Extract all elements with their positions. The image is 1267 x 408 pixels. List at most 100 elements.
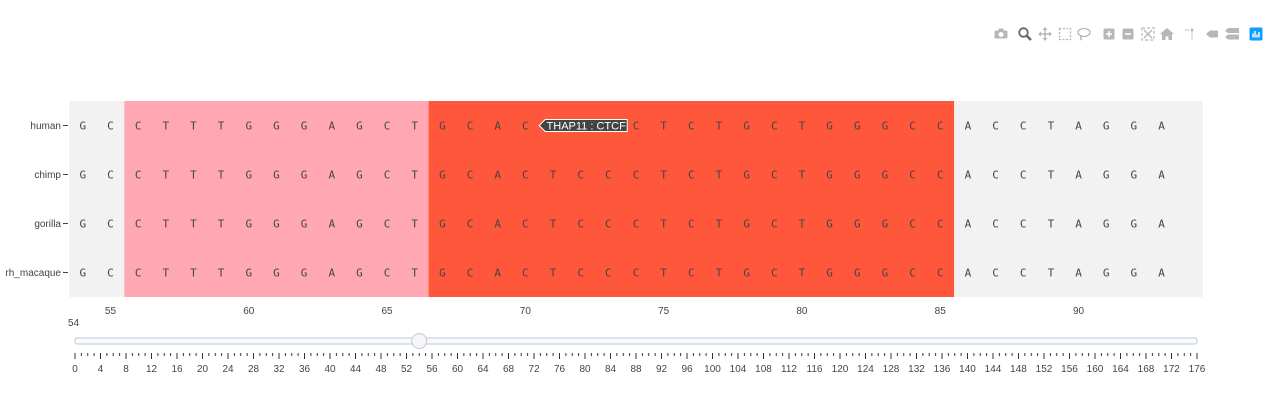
nucleotide-rh_macaque-76: C [688, 267, 695, 280]
nucleotide-human-85: C [937, 120, 944, 133]
nucleotide-human-54: G [80, 120, 87, 133]
nucleotide-chimp-56: C [135, 169, 142, 182]
nucleotide-human-82: G [854, 120, 861, 133]
x-tick-label-70: 70 [520, 306, 532, 317]
nucleotide-gorilla-77: T [716, 218, 723, 231]
nucleotide-gorilla-58: T [190, 218, 197, 231]
nucleotide-human-74: C [633, 120, 640, 133]
position-slider[interactable]: 540 4 8 12 16 20 24 28 32 36 40 44 48 52 56 60 64 68 72 76 8… [68, 318, 1206, 375]
nucleotide-gorilla-60: G [245, 218, 252, 231]
y-axis: human chimp gorilla rh_macaque [5, 121, 68, 279]
zoom-in-icon[interactable] [1103, 28, 1115, 40]
slider-tick-label-44: 44 [350, 364, 362, 375]
nucleotide-chimp-87: C [992, 169, 999, 182]
nucleotide-rh_macaque-93: A [1158, 267, 1165, 280]
nucleotide-gorilla-54: G [80, 218, 87, 231]
nucleotide-chimp-89: T [1048, 169, 1055, 182]
nucleotide-human-56: C [135, 120, 142, 133]
nucleotide-gorilla-87: C [992, 218, 999, 231]
nucleotide-chimp-57: T [162, 169, 169, 182]
nucleotide-gorilla-66: T [411, 218, 418, 231]
nucleotide-rh_macaque-61: G [273, 267, 280, 280]
nucleotide-gorilla-56: C [135, 218, 142, 231]
hover-label: THAP11 : CTCF [538, 119, 628, 133]
nucleotide-human-70: C [522, 120, 529, 133]
slider-tick-label-12: 12 [146, 364, 158, 375]
nucleotide-rh_macaque-56: C [135, 267, 142, 280]
nucleotide-gorilla-70: C [522, 218, 529, 231]
slider-tick-label-80: 80 [579, 364, 591, 375]
slider-tick-label-156: 156 [1061, 364, 1078, 375]
nucleotide-human-57: T [162, 120, 169, 133]
spike-lines-icon[interactable] [1185, 28, 1194, 40]
box-select-icon[interactable] [1058, 27, 1072, 41]
slider-tick-label-124: 124 [857, 364, 874, 375]
nucleotide-gorilla-85: C [937, 218, 944, 231]
nucleotide-rh_macaque-79: C [771, 267, 778, 280]
nucleotide-rh_macaque-88: C [1020, 267, 1027, 280]
slider-tick-label-88: 88 [630, 364, 642, 375]
nucleotide-rh_macaque-84: C [909, 267, 916, 280]
nucleotide-chimp-54: G [80, 169, 87, 182]
nucleotide-gorilla-61: G [273, 218, 280, 231]
nucleotide-gorilla-63: A [328, 218, 335, 231]
hover-compare-icon[interactable] [1225, 28, 1239, 40]
slider-rail[interactable] [74, 337, 1198, 345]
hover-label-text: THAP11 : CTCF [547, 121, 627, 133]
nucleotide-rh_macaque-63: A [328, 267, 335, 280]
nucleotide-chimp-73: C [605, 169, 612, 182]
nucleotide-rh_macaque-68: C [467, 267, 474, 280]
nucleotide-chimp-67: G [439, 169, 446, 182]
reset-axes-icon[interactable] [1160, 28, 1174, 40]
nucleotide-human-88: C [1020, 120, 1027, 133]
nucleotide-rh_macaque-78: G [743, 267, 750, 280]
x-tick-label-75: 75 [658, 306, 670, 317]
nucleotide-gorilla-81: G [826, 218, 833, 231]
zoom-out-icon[interactable] [1122, 28, 1134, 40]
nucleotide-chimp-78: G [743, 169, 750, 182]
slider-tick-label-48: 48 [375, 364, 387, 375]
slider-tick-label-72: 72 [528, 364, 540, 375]
nucleotide-human-60: G [245, 120, 252, 133]
y-tick-label-rh_macaque: rh_macaque [5, 268, 61, 279]
slider-tick-label-148: 148 [1010, 364, 1027, 375]
autoscale-icon[interactable] [1141, 27, 1155, 41]
x-axis: 55 60 65 70 75 80 85 90 [105, 306, 1085, 317]
nucleotide-human-87: C [992, 120, 999, 133]
nucleotide-chimp-66: T [411, 169, 418, 182]
nucleotide-human-66: T [411, 120, 418, 133]
slider-tick-label-120: 120 [832, 364, 849, 375]
lasso-select-icon[interactable] [1077, 27, 1091, 41]
slider-tick-label-136: 136 [934, 364, 951, 375]
nucleotide-human-58: T [190, 120, 197, 133]
highlight-region-2[interactable] [428, 101, 955, 297]
nucleotide-rh_macaque-90: A [1075, 267, 1082, 280]
plot-area[interactable]: G C C T T T G G G A G C T G C A C T C C C T C T G C T G G G C C A C C T A G G A… [69, 101, 1203, 297]
slider-handle[interactable] [411, 333, 428, 349]
nucleotide-gorilla-86: A [965, 218, 972, 231]
highlight-region-1[interactable] [124, 101, 429, 297]
slider-tick-label-76: 76 [554, 364, 566, 375]
pan-icon[interactable] [1038, 27, 1052, 41]
slider-tick-label-32: 32 [273, 364, 285, 375]
zoom-icon[interactable] [1018, 27, 1032, 41]
slider-tick-label-116: 116 [807, 364, 823, 375]
nucleotide-gorilla-73: C [605, 218, 612, 231]
x-tick-label-80: 80 [796, 306, 808, 317]
slider-tick-label-60: 60 [452, 364, 464, 375]
nucleotide-human-78: G [743, 120, 750, 133]
nucleotide-chimp-85: C [937, 169, 944, 182]
plotly-logo-icon[interactable] [1249, 27, 1263, 41]
nucleotide-gorilla-64: G [356, 218, 363, 231]
slider-tick-label-152: 152 [1036, 364, 1053, 375]
nucleotide-chimp-92: G [1131, 169, 1138, 182]
nucleotide-chimp-70: C [522, 169, 529, 182]
nucleotide-human-83: G [882, 120, 889, 133]
nucleotide-rh_macaque-58: T [190, 267, 197, 280]
hover-closest-icon[interactable] [1206, 30, 1218, 38]
hover-label-box [538, 119, 628, 132]
nucleotide-rh_macaque-73: C [605, 267, 612, 280]
slider-tick-label-8: 8 [123, 364, 129, 375]
nucleotide-rh_macaque-66: T [411, 267, 418, 280]
camera-icon[interactable] [994, 28, 1008, 39]
